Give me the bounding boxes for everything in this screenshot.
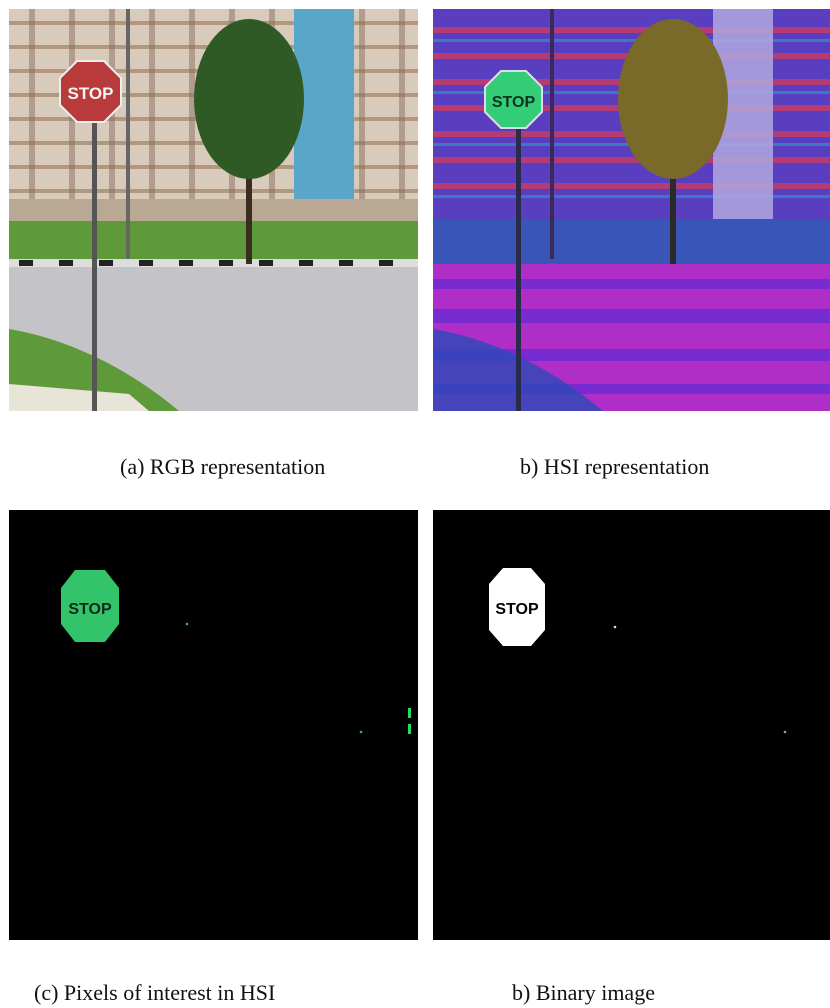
- caption-rgb: (a) RGB representation: [120, 454, 326, 479]
- stop-sign-binary: [489, 568, 545, 646]
- stop-sign-text: STOP: [68, 84, 114, 103]
- stop-sign-pixels: [61, 570, 119, 642]
- caption-pixels-of-interest: (c) Pixels of interest in HSI: [34, 980, 276, 1005]
- tree-hsi: [618, 19, 728, 179]
- stop-sign-red: [59, 60, 122, 123]
- stop-sign-text: STOP: [68, 601, 112, 618]
- stop-sign-text: STOP: [495, 601, 539, 618]
- caption-binary: b) Binary image: [512, 980, 655, 1005]
- stop-sign-green: [484, 70, 543, 129]
- figure-rgb-image: STOP: [9, 9, 418, 411]
- figure-binary-image: STOP: [433, 510, 830, 940]
- tree: [194, 19, 304, 179]
- stop-sign-text: STOP: [492, 94, 536, 111]
- blue-building-block: [294, 9, 354, 219]
- figure-hsi-image: STOP: [433, 9, 830, 411]
- caption-hsi: b) HSI representation: [520, 454, 710, 479]
- figure-pixels-of-interest: STOP: [9, 510, 418, 940]
